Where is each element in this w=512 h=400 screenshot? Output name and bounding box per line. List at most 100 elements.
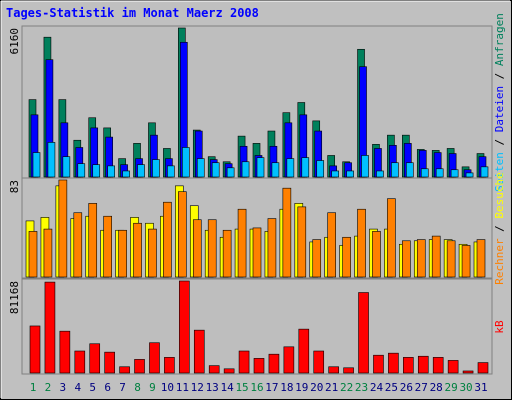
bar: [152, 159, 160, 178]
x-tick-label: 13: [206, 381, 219, 394]
bar: [373, 354, 384, 374]
x-tick-label: 5: [89, 381, 96, 394]
bar: [77, 163, 86, 178]
x-tick-label: 15: [235, 381, 248, 394]
bar: [222, 229, 232, 278]
bar: [461, 245, 471, 278]
bar: [406, 162, 414, 178]
bar: [149, 342, 160, 374]
y-tick-label: 81168: [8, 281, 21, 314]
x-tick-label: 18: [280, 381, 293, 394]
bar: [89, 343, 101, 374]
bar: [476, 239, 486, 278]
bar: [103, 215, 112, 278]
bar: [282, 187, 292, 278]
bar: [196, 158, 205, 178]
bar: [450, 169, 459, 178]
bar: [58, 179, 68, 278]
bar: [387, 198, 396, 278]
bar: [361, 155, 369, 178]
bar: [182, 147, 190, 178]
bar: [104, 351, 115, 374]
x-tick-label: 28: [430, 381, 443, 394]
bar: [416, 239, 426, 278]
bar: [167, 165, 175, 178]
bar: [207, 219, 217, 278]
bar: [179, 280, 190, 374]
bar: [118, 229, 127, 278]
bar: [417, 355, 429, 374]
x-tick-label: 14: [221, 381, 235, 394]
bar: [88, 203, 98, 278]
legend-separator: /: [493, 219, 506, 239]
x-tick-label: 24: [370, 381, 384, 394]
bar: [238, 350, 250, 374]
bar: [462, 370, 474, 374]
legend-entry: Dateien: [493, 86, 506, 132]
bar: [253, 358, 265, 374]
x-tick-label: 22: [340, 381, 353, 394]
x-tick-label: 29: [445, 381, 458, 394]
bar: [343, 367, 354, 374]
bar: [29, 325, 41, 374]
bar: [192, 219, 202, 278]
x-tick-label: 12: [191, 381, 204, 394]
bar: [208, 365, 220, 374]
x-tick-label: 3: [60, 381, 67, 394]
bar: [402, 240, 411, 278]
bar: [301, 157, 310, 178]
bar: [403, 357, 414, 374]
bar: [313, 350, 325, 374]
bar: [193, 329, 205, 374]
x-tick-label: 9: [149, 381, 156, 394]
x-tick-label: 19: [295, 381, 308, 394]
bar: [268, 353, 280, 374]
bar: [432, 357, 444, 374]
bar: [346, 170, 354, 178]
x-tick-label: 31: [474, 381, 487, 394]
bar: [223, 368, 235, 374]
x-tick-label: 21: [325, 381, 338, 394]
bar: [316, 160, 325, 178]
x-tick-label: 30: [459, 381, 472, 394]
bar: [241, 161, 250, 178]
bar: [327, 212, 336, 278]
x-tick-label: 16: [250, 381, 263, 394]
bar: [331, 170, 339, 178]
x-tick-label: 26: [400, 381, 413, 394]
bar: [328, 366, 339, 374]
bar: [74, 350, 86, 374]
bar: [480, 166, 489, 178]
bar: [119, 366, 130, 374]
legend-entry: Anfragen: [493, 13, 506, 66]
bar: [431, 235, 441, 278]
y-tick-label: 83: [8, 180, 21, 193]
bar: [133, 222, 142, 278]
bar: [256, 157, 265, 178]
bar: [435, 168, 444, 178]
legend-entry: kB: [493, 320, 506, 334]
bar: [137, 164, 145, 178]
bar: [286, 158, 295, 178]
legend-separator: /: [493, 66, 506, 86]
x-tick-label: 25: [385, 381, 398, 394]
bar: [32, 152, 41, 178]
bar: [357, 208, 366, 278]
bar: [164, 357, 175, 374]
bar: [43, 228, 53, 278]
bar: [92, 164, 101, 178]
bar: [376, 170, 384, 178]
x-tick-label: 1: [30, 381, 37, 394]
bar: [163, 201, 172, 278]
bar: [358, 292, 369, 374]
legend-entry: Besuche: [493, 172, 506, 218]
x-tick-label: 10: [161, 381, 174, 394]
x-tick-label: 11: [176, 381, 189, 394]
bar: [298, 328, 310, 374]
bar: [134, 359, 145, 374]
bar: [148, 228, 157, 278]
bar: [237, 208, 247, 278]
bar: [465, 172, 474, 178]
bar: [59, 330, 71, 374]
